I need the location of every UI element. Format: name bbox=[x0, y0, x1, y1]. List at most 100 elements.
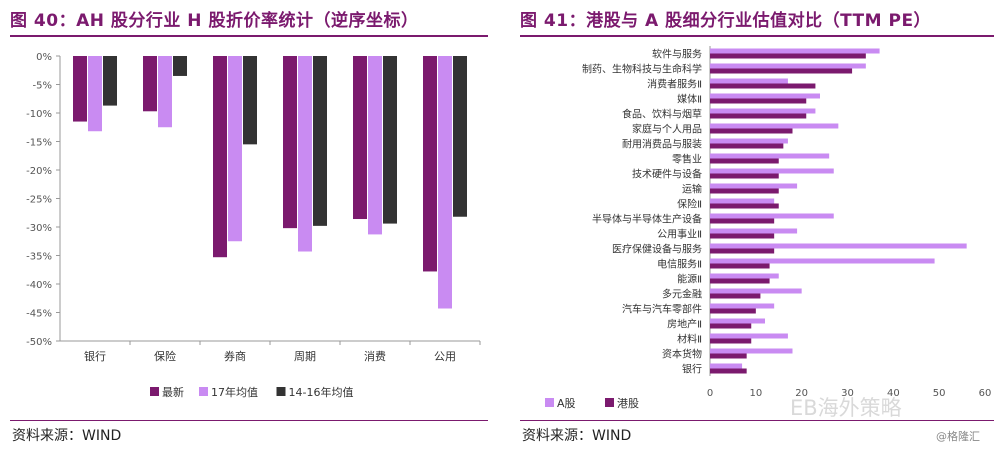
x-tick-label: 20 bbox=[795, 388, 808, 399]
right-source-rule bbox=[520, 420, 994, 421]
bar-最新-保险 bbox=[143, 56, 157, 112]
bar-A股-资本货物 bbox=[710, 348, 793, 354]
legend-swatch-14-16年均值 bbox=[276, 387, 286, 396]
right-source: 资料来源：WIND bbox=[522, 428, 632, 444]
y-category-label: 医疗保健设备与服务 bbox=[612, 243, 702, 256]
bar-港股-食品、饮料与烟草 bbox=[710, 113, 807, 119]
y-category-label: 资本货物 bbox=[662, 348, 702, 361]
bar-17年均值-消费 bbox=[368, 56, 382, 235]
y-tick-label: -10% bbox=[26, 109, 52, 120]
bar-港股-半导体与半导体生产设备 bbox=[710, 218, 775, 224]
bar-最新-银行 bbox=[73, 56, 87, 122]
bar-港股-资本货物 bbox=[710, 353, 747, 359]
y-category-label: 零售业 bbox=[672, 153, 702, 166]
y-category-label: 食品、饮料与烟草 bbox=[622, 108, 702, 121]
bar-A股-材料Ⅱ bbox=[710, 333, 788, 339]
left-title-rule bbox=[10, 35, 488, 37]
bar-港股-耐用消费品与服装 bbox=[710, 143, 784, 149]
bar-A股-技术硬件与设备 bbox=[710, 168, 834, 174]
left-source: 资料来源：WIND bbox=[12, 428, 122, 444]
x-tick-label: 60 bbox=[979, 388, 992, 399]
legend-label: 14-16年均值 bbox=[289, 385, 354, 399]
bar-A股-电信服务Ⅱ bbox=[710, 258, 935, 264]
right-chart-title: 图 41：港股与 A 股细分行业估值对比（TTM PE） bbox=[520, 11, 932, 31]
y-category-label: 汽车与汽车零部件 bbox=[622, 303, 702, 316]
bar-港股-家庭与个人用品 bbox=[710, 128, 793, 134]
legend-label: 最新 bbox=[162, 385, 184, 399]
y-category-label: 多元金融 bbox=[662, 288, 702, 301]
bar-14-16年均值-公用 bbox=[453, 56, 467, 217]
bar-A股-耐用消费品与服装 bbox=[710, 138, 788, 144]
bar-17年均值-银行 bbox=[88, 56, 102, 132]
left-source-rule bbox=[10, 420, 488, 421]
bar-A股-多元金融 bbox=[710, 288, 802, 294]
y-tick-label: -40% bbox=[26, 280, 52, 291]
y-category-label: 制药、生物科技与生命科学 bbox=[582, 63, 702, 76]
bar-港股-电信服务Ⅱ bbox=[710, 263, 770, 269]
x-tick-label: 30 bbox=[841, 388, 854, 399]
bar-港股-多元金融 bbox=[710, 293, 761, 299]
y-tick-label: -15% bbox=[26, 138, 52, 149]
y-category-label: 耐用消费品与服装 bbox=[622, 138, 702, 151]
legend-label: 港股 bbox=[617, 397, 639, 410]
legend-swatch-港股 bbox=[605, 398, 614, 407]
x-category-label: 周期 bbox=[294, 350, 316, 363]
bar-最新-周期 bbox=[283, 56, 297, 229]
x-category-label: 券商 bbox=[224, 349, 246, 363]
bar-14-16年均值-保险 bbox=[173, 56, 187, 76]
bar-A股-媒体Ⅱ bbox=[710, 93, 820, 99]
bar-A股-银行 bbox=[710, 363, 743, 369]
bar-港股-汽车与汽车零部件 bbox=[710, 308, 756, 314]
x-category-label: 银行 bbox=[84, 349, 106, 363]
y-tick-label: -50% bbox=[26, 337, 52, 348]
bar-A股-半导体与半导体生产设备 bbox=[710, 213, 834, 219]
y-category-label: 家庭与个人用品 bbox=[632, 123, 702, 136]
bar-A股-运输 bbox=[710, 183, 798, 189]
y-tick-label: -45% bbox=[26, 309, 52, 320]
x-tick-label: 10 bbox=[749, 388, 762, 399]
y-category-label: 半导体与半导体生产设备 bbox=[592, 213, 702, 226]
bar-港股-技术硬件与设备 bbox=[710, 173, 779, 179]
watermark-credit: @格隆汇 bbox=[936, 430, 980, 443]
bar-港股-保险Ⅱ bbox=[710, 203, 779, 209]
legend-swatch-A股 bbox=[545, 398, 554, 407]
bar-最新-消费 bbox=[353, 56, 367, 220]
bar-A股-保险Ⅱ bbox=[710, 198, 775, 204]
bar-港股-消费者服务Ⅱ bbox=[710, 83, 816, 89]
bar-港股-软件与服务 bbox=[710, 53, 866, 59]
watermark-text: EB海外策略 bbox=[790, 396, 902, 420]
y-tick-label: -30% bbox=[26, 223, 52, 234]
y-category-label: 能源Ⅱ bbox=[677, 273, 702, 286]
bar-A股-房地产Ⅱ bbox=[710, 318, 765, 324]
y-category-label: 软件与服务 bbox=[652, 48, 702, 61]
y-category-label: 技术硬件与设备 bbox=[632, 168, 702, 181]
y-tick-label: 0% bbox=[36, 52, 52, 63]
right-title-rule bbox=[520, 35, 994, 37]
bar-A股-家庭与个人用品 bbox=[710, 123, 839, 129]
bar-港股-材料Ⅱ bbox=[710, 338, 752, 344]
bar-A股-食品、饮料与烟草 bbox=[710, 108, 816, 114]
legend-swatch-17年均值 bbox=[199, 387, 208, 396]
y-category-label: 电信服务Ⅱ bbox=[657, 258, 702, 271]
y-category-label: 消费者服务Ⅱ bbox=[647, 78, 702, 91]
y-category-label: 材料Ⅱ bbox=[677, 333, 702, 346]
bar-港股-制药、生物科技与生命科学 bbox=[710, 68, 853, 74]
x-tick-label: 40 bbox=[887, 388, 900, 399]
y-tick-label: -20% bbox=[26, 166, 52, 177]
bar-最新-券商 bbox=[213, 56, 227, 258]
bar-14-16年均值-消费 bbox=[383, 56, 397, 224]
bar-最新-公用 bbox=[423, 56, 437, 272]
bar-港股-媒体Ⅱ bbox=[710, 98, 807, 104]
y-category-label: 房地产Ⅱ bbox=[667, 318, 702, 331]
bar-17年均值-保险 bbox=[158, 56, 172, 128]
legend-label: 17年均值 bbox=[211, 385, 258, 399]
x-category-label: 公用 bbox=[434, 350, 456, 363]
bar-港股-运输 bbox=[710, 188, 779, 194]
y-tick-label: -25% bbox=[26, 195, 52, 206]
bar-17年均值-券商 bbox=[228, 56, 242, 242]
bar-港股-医疗保健设备与服务 bbox=[710, 248, 775, 254]
bar-A股-医疗保健设备与服务 bbox=[710, 243, 967, 249]
y-tick-label: -5% bbox=[33, 81, 52, 92]
bar-港股-房地产Ⅱ bbox=[710, 323, 752, 329]
bar-14-16年均值-券商 bbox=[243, 56, 257, 145]
